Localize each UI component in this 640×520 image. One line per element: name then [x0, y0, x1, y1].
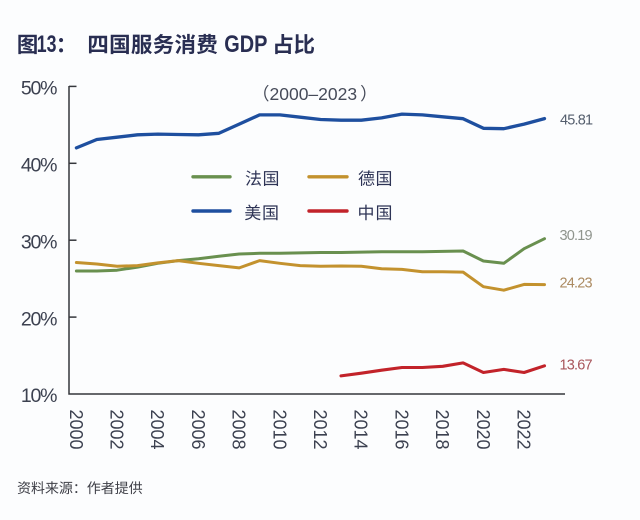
svg-text:2014: 2014 [351, 410, 371, 450]
svg-text:2008: 2008 [229, 410, 249, 450]
svg-text:2012: 2012 [310, 410, 330, 450]
svg-text:2000–2023: 2000–2023 [270, 84, 358, 104]
svg-text:13: 13 [37, 32, 57, 58]
svg-text:40%: 40% [21, 155, 57, 177]
svg-text:2018: 2018 [432, 410, 452, 450]
svg-text:45.81: 45.81 [560, 113, 593, 129]
svg-text:20%: 20% [21, 308, 57, 330]
svg-text:2006: 2006 [188, 410, 208, 450]
svg-text:2016: 2016 [391, 410, 411, 450]
svg-text:2000: 2000 [66, 410, 86, 450]
svg-text:24.23: 24.23 [560, 275, 593, 291]
svg-text:30.19: 30.19 [560, 228, 593, 244]
svg-text:50%: 50% [21, 78, 57, 100]
svg-text:10%: 10% [21, 385, 57, 407]
svg-text:2010: 2010 [269, 410, 289, 450]
svg-text:2004: 2004 [147, 410, 167, 450]
svg-text:2020: 2020 [473, 410, 493, 450]
svg-text:2002: 2002 [107, 410, 127, 450]
svg-text:30%: 30% [21, 231, 57, 253]
svg-text:GDP: GDP [224, 30, 267, 57]
svg-text:2022: 2022 [514, 410, 534, 450]
svg-text:13.67: 13.67 [560, 357, 593, 373]
